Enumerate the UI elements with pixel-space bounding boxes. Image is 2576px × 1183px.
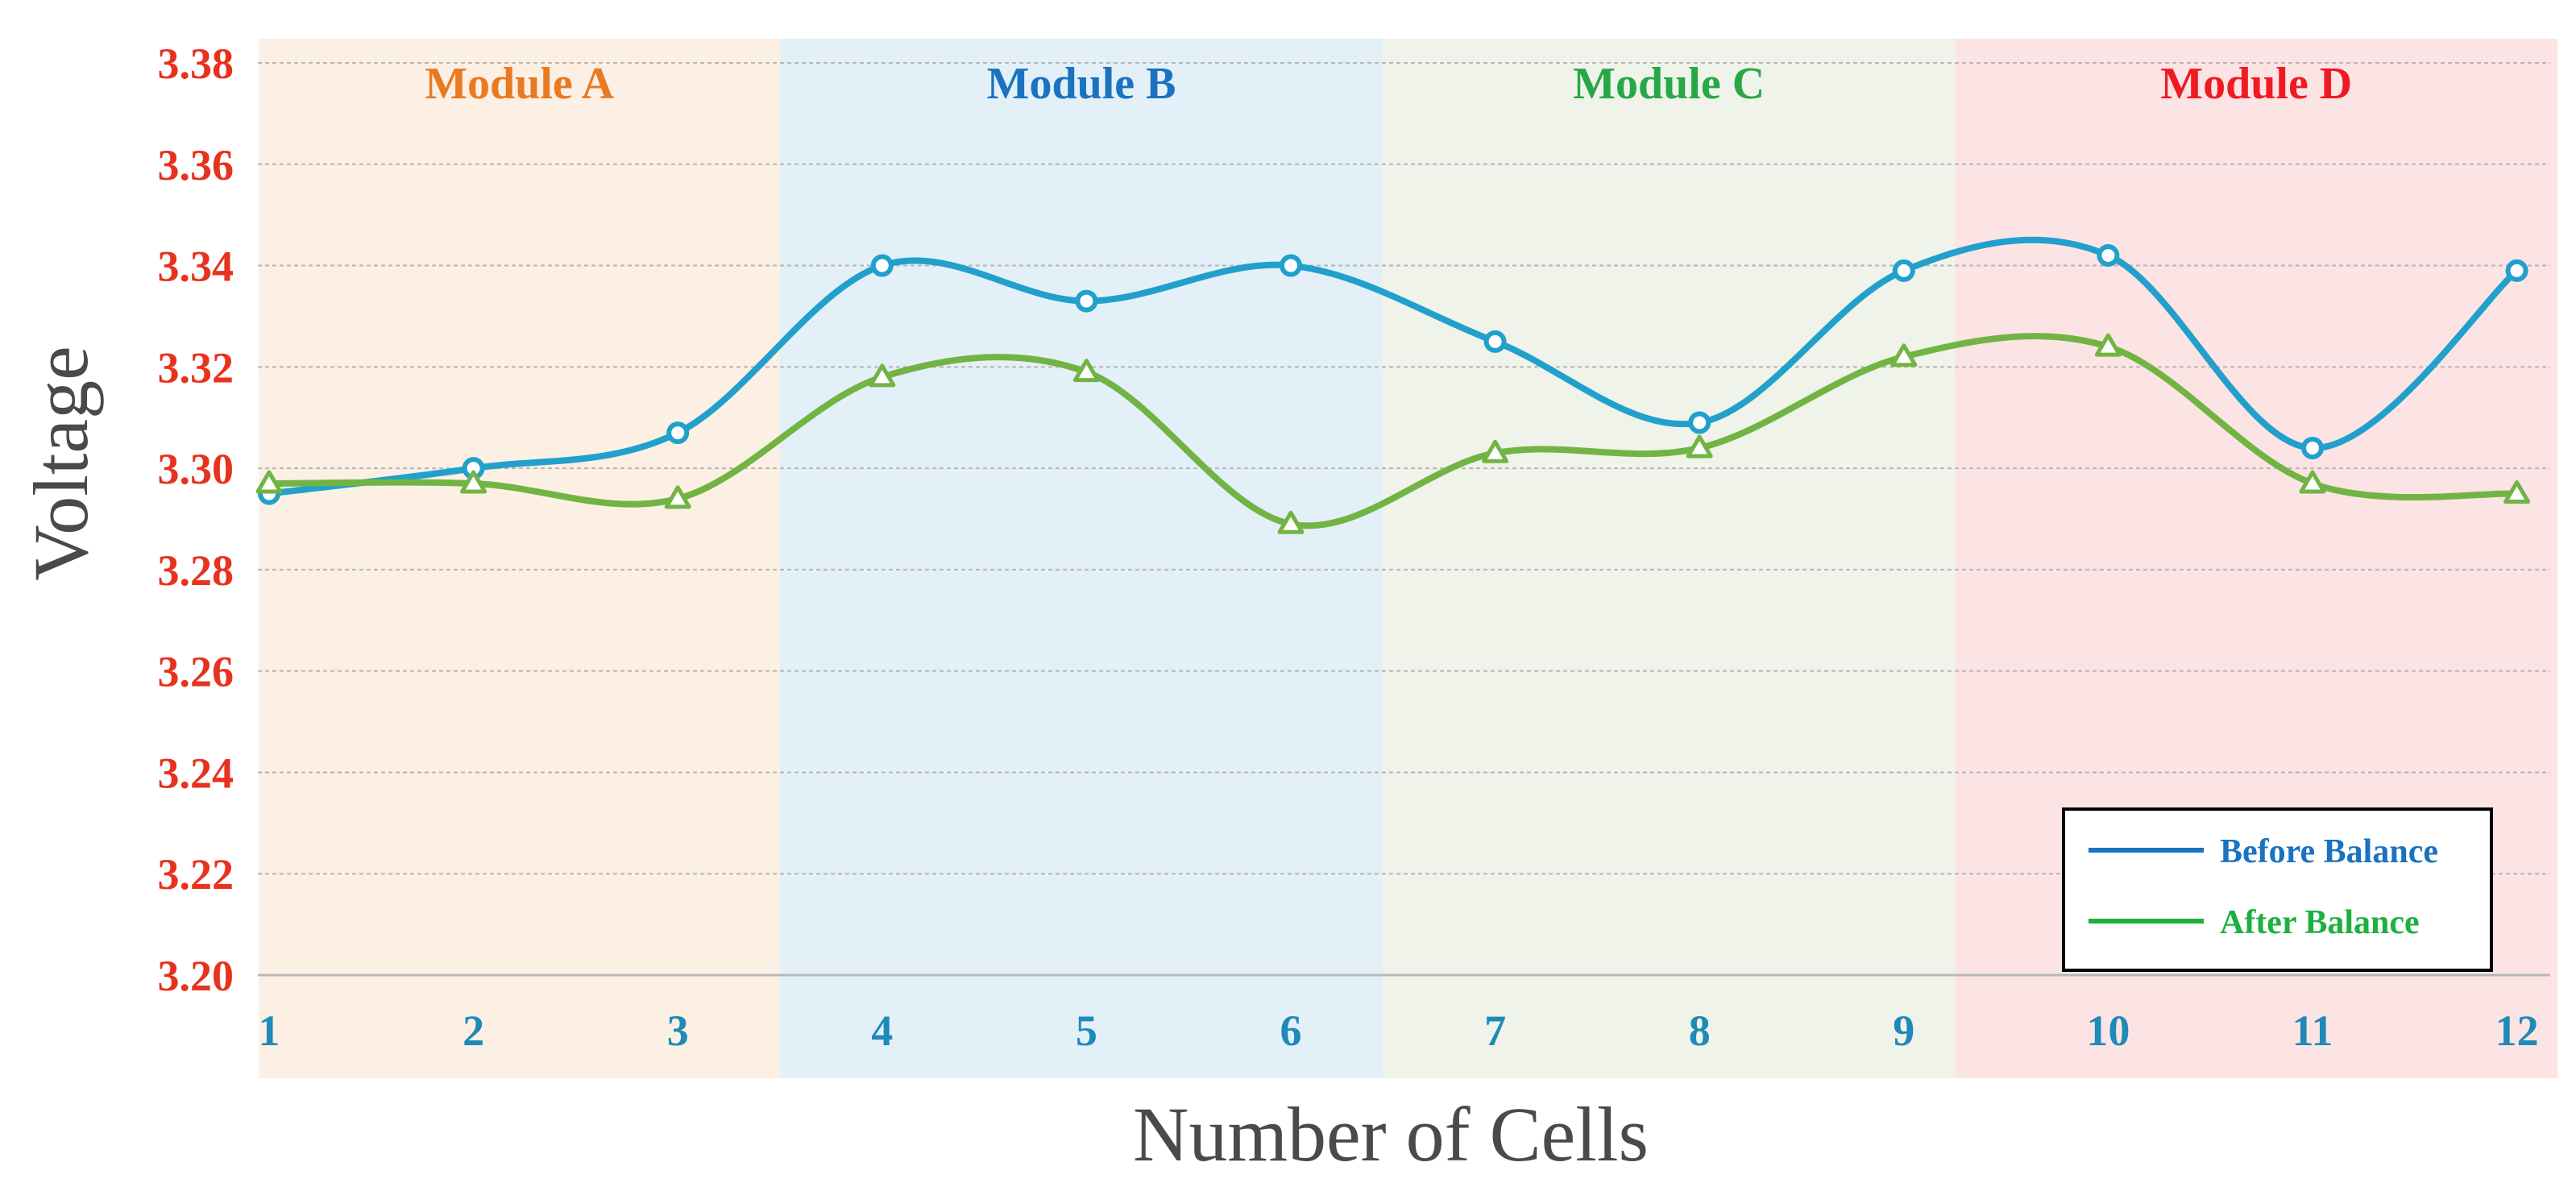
legend-label-after-balance: After Balance bbox=[2220, 904, 2420, 941]
x-tick-label: 11 bbox=[2292, 1007, 2333, 1055]
module-labels: Module A Module B Module C Module D bbox=[425, 59, 2352, 109]
data-series bbox=[255, 236, 2531, 534]
data-point-after-balance bbox=[2094, 333, 2122, 357]
x-tick-label: 9 bbox=[1893, 1007, 1914, 1055]
y-tick-label: 3.36 bbox=[158, 141, 234, 189]
x-tick-label: 3 bbox=[667, 1007, 689, 1055]
x-tick-label: 2 bbox=[463, 1007, 484, 1055]
y-tick-label: 3.24 bbox=[158, 749, 234, 797]
legend: Before Balance After Balance bbox=[2062, 807, 2493, 972]
y-tick-label: 3.34 bbox=[158, 243, 234, 291]
data-point-before-balance bbox=[1892, 259, 1915, 282]
data-point-before-balance bbox=[2097, 243, 2120, 267]
data-point-after-balance bbox=[1686, 434, 1713, 459]
y-axis-ticks: 3.20 3.22 3.24 3.26 3.28 3.30 3.32 3.34 3.36 3.38 bbox=[158, 39, 234, 1000]
module-region-1 bbox=[259, 39, 780, 1078]
data-point-after-balance bbox=[1277, 510, 1305, 534]
data-point-before-balance bbox=[1075, 289, 1098, 313]
y-tick-label: 3.26 bbox=[158, 648, 234, 696]
module-label-2: Module B bbox=[987, 59, 1176, 109]
data-point-before-balance bbox=[1280, 254, 1302, 277]
x-axis-title: Number of Cells bbox=[1133, 1091, 1649, 1177]
data-point-before-balance bbox=[666, 421, 690, 445]
y-tick-label: 3.30 bbox=[158, 445, 234, 493]
data-point-after-balance bbox=[460, 470, 487, 494]
y-tick-label: 3.28 bbox=[158, 546, 234, 595]
data-point-after-balance bbox=[1072, 359, 1100, 383]
module-region-2 bbox=[780, 39, 1383, 1078]
y-axis-title: Voltage bbox=[18, 346, 104, 581]
y-tick-label: 3.38 bbox=[158, 39, 234, 88]
legend-box bbox=[2062, 807, 2493, 972]
data-point-before-balance bbox=[2505, 259, 2528, 282]
x-tick-label: 4 bbox=[871, 1007, 893, 1055]
module-label-1: Module A bbox=[425, 59, 614, 109]
y-tick-label: 3.32 bbox=[158, 343, 234, 392]
module-label-4: Module D bbox=[2160, 59, 2352, 109]
module-region-3 bbox=[1383, 39, 1956, 1078]
y-tick-label: 3.20 bbox=[158, 952, 234, 1000]
legend-label-before-balance: Before Balance bbox=[2220, 833, 2438, 870]
data-point-after-balance bbox=[664, 485, 691, 509]
data-point-after-balance bbox=[869, 363, 896, 388]
data-point-before-balance bbox=[870, 254, 894, 277]
x-tick-label: 10 bbox=[2086, 1007, 2130, 1055]
data-point-after-balance bbox=[255, 470, 283, 494]
data-point-after-balance bbox=[2503, 480, 2531, 504]
x-tick-label: 5 bbox=[1076, 1007, 1097, 1055]
x-axis-ticks: 1 2 3 4 5 6 7 8 9 10 11 12 bbox=[259, 1007, 2539, 1055]
data-point-after-balance bbox=[1890, 343, 1918, 367]
module-regions bbox=[259, 39, 2558, 1078]
x-tick-label: 6 bbox=[1280, 1007, 1302, 1055]
x-tick-label: 12 bbox=[2495, 1007, 2539, 1055]
x-tick-label: 8 bbox=[1689, 1007, 1711, 1055]
data-point-before-balance bbox=[1483, 330, 1507, 353]
data-point-before-balance bbox=[1688, 411, 1711, 434]
data-point-after-balance bbox=[1482, 439, 1509, 463]
y-tick-label: 3.22 bbox=[158, 850, 234, 899]
module-label-3: Module C bbox=[1573, 59, 1765, 109]
x-tick-label: 7 bbox=[1484, 1007, 1506, 1055]
data-point-after-balance bbox=[2299, 470, 2326, 494]
data-point-before-balance bbox=[2301, 436, 2324, 459]
x-tick-label: 1 bbox=[259, 1007, 280, 1055]
